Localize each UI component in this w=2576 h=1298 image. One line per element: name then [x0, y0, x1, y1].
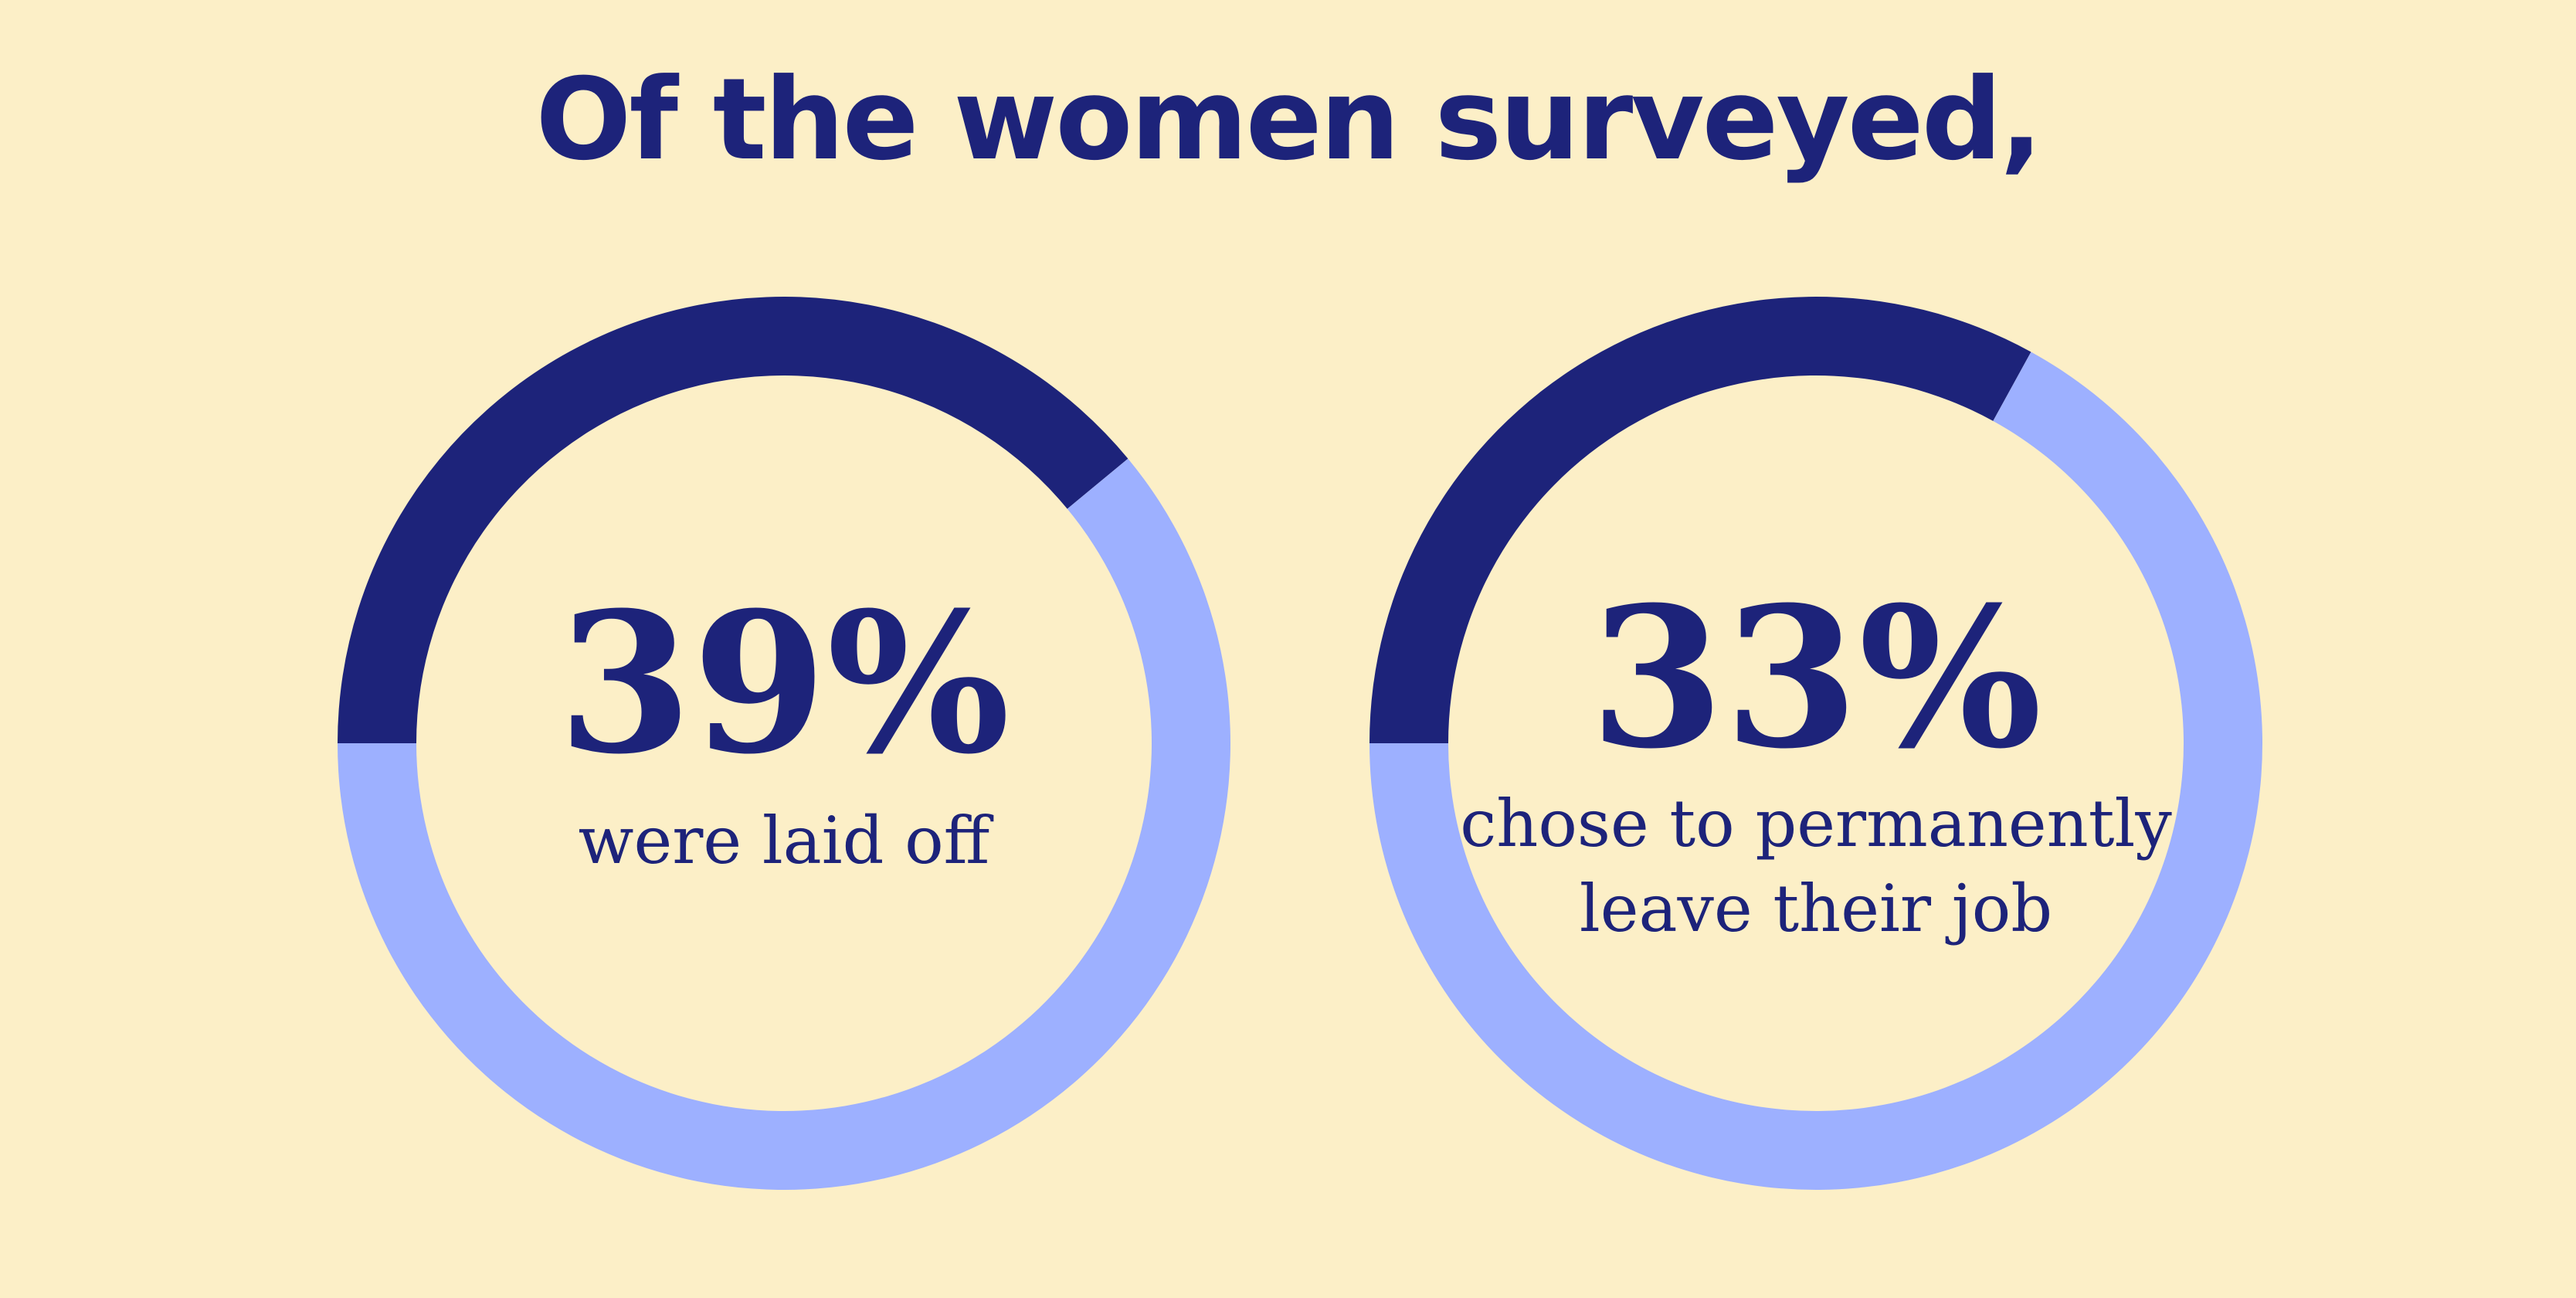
highlight-slice	[338, 296, 1128, 743]
caption-line: were laid off	[579, 803, 994, 878]
page-title: Of the women surveyed,	[535, 54, 2042, 185]
highlight-slice	[1369, 296, 2031, 743]
caption-line: leave their job	[1580, 871, 2052, 946]
donut-chart-2: 33%chose to permanently leave their job	[1369, 296, 2263, 1190]
percentage-label: 33%	[1590, 564, 2041, 791]
percentage-label: 39%	[558, 569, 1010, 797]
caption-line: chose to permanently	[1460, 786, 2172, 861]
remainder-slice	[338, 458, 1230, 1190]
donut-chart-1: 39%were laid off	[338, 296, 1230, 1190]
